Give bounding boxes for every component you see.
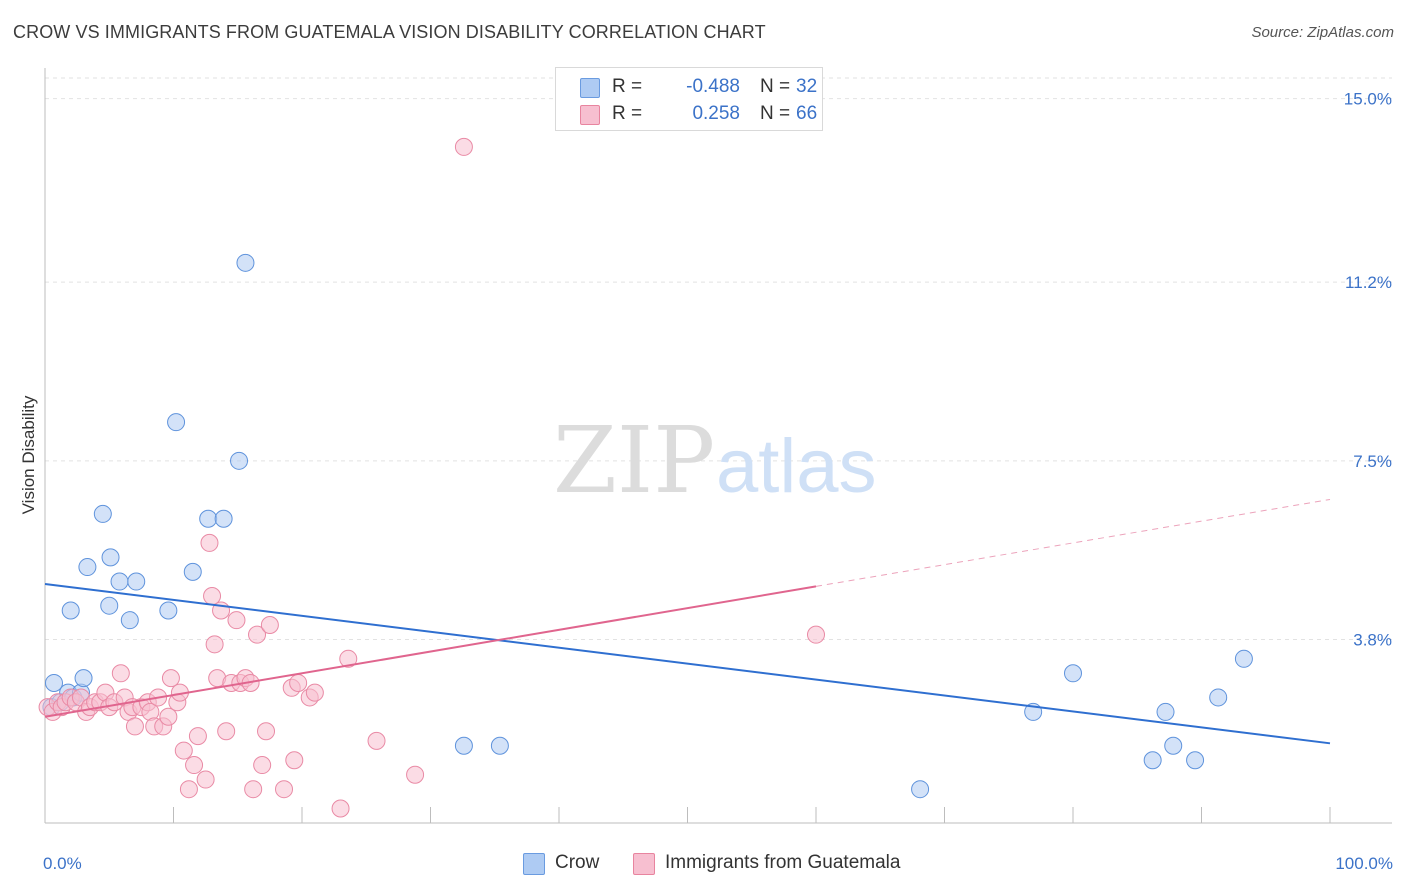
guatemala-point: [260, 616, 279, 635]
guatemala-point: [331, 799, 350, 818]
legend-n-value: 32: [796, 76, 818, 97]
crow-point: [230, 451, 249, 470]
x-tick-label: 0.0%: [43, 854, 82, 873]
gridlines: [45, 77, 1392, 640]
crow-point: [1156, 702, 1175, 721]
crow-point: [214, 509, 233, 528]
trend-lines: [44, 498, 1331, 745]
crow-point: [110, 572, 129, 591]
crow-point: [61, 601, 80, 620]
guatemala-point: [244, 780, 263, 799]
guatemala-point: [807, 625, 825, 644]
crow-point: [101, 548, 120, 567]
crow-point: [1064, 664, 1082, 683]
legend-r-value: 0.258: [692, 103, 740, 124]
crow-point: [911, 780, 930, 799]
chart-title: CROW VS IMMIGRANTS FROM GUATEMALA VISION…: [13, 22, 766, 42]
watermark-zip: ZIP: [553, 407, 715, 514]
y-tick-label: 3.8%: [1353, 630, 1392, 649]
crow-point: [1164, 736, 1183, 755]
crow-point: [74, 669, 93, 688]
crow-point: [490, 736, 509, 755]
guatemala-point: [285, 751, 304, 770]
guatemala-point: [196, 770, 215, 789]
guatemala-point: [289, 673, 308, 692]
y-tick-label: 7.5%: [1353, 452, 1392, 471]
crow-point: [44, 673, 63, 692]
guatemala-point: [203, 587, 222, 606]
crow-trend-line: [44, 582, 1331, 745]
guatemala-point: [174, 741, 193, 760]
guatemala-point: [406, 765, 425, 784]
bottom-legend-swatch-crow: [523, 853, 545, 875]
bottom-legend-label-guatemala: Immigrants from Guatemala: [665, 852, 901, 873]
guatemala-point: [125, 717, 144, 736]
source-label: Source: ZipAtlas.com: [1251, 24, 1394, 41]
crow-point: [100, 596, 119, 615]
guatemala-point: [205, 635, 224, 654]
watermark: ZIP atlas: [553, 407, 877, 514]
crow-point: [1186, 751, 1205, 770]
crow-point: [183, 562, 202, 581]
crow-point: [199, 509, 218, 528]
crow-point: [93, 504, 112, 523]
crow-point: [167, 413, 186, 432]
crow-point: [78, 558, 97, 577]
guatemala-trend-extension: [815, 498, 1331, 587]
guatemala-point: [257, 722, 276, 741]
crow-point: [236, 253, 255, 272]
bottom-legend-swatch-guatemala: [633, 853, 655, 875]
guatemala-point: [159, 707, 178, 726]
guatemala-point: [179, 780, 198, 799]
guatemala-point: [188, 727, 207, 746]
guatemala-point: [200, 533, 219, 552]
legend-n-label: N =: [760, 76, 791, 97]
tick-labels: 3.8% 7.5% 11.2% 15.0% 0.0% 100.0%: [43, 90, 1393, 873]
crow-point: [120, 611, 139, 630]
legend-swatch-guatemala: [580, 105, 600, 125]
guatemala-point: [454, 137, 473, 156]
axes: [44, 68, 1392, 824]
y-tick-label: 11.2%: [1345, 273, 1392, 292]
legend-swatch-crow: [580, 78, 600, 98]
legend-r-label: R =: [612, 76, 643, 97]
guatemala-point: [305, 683, 324, 702]
guatemala-point: [275, 780, 294, 799]
guatemala-point: [248, 625, 267, 644]
watermark-atlas: atlas: [716, 424, 877, 509]
legend-n-value: 66: [796, 103, 818, 124]
guatemala-point: [339, 649, 358, 668]
guatemala-point: [217, 722, 236, 741]
crow-point: [127, 572, 146, 591]
guatemala-point: [111, 664, 130, 683]
crow-point: [454, 736, 473, 755]
crow-point: [1234, 649, 1253, 668]
y-tick-label: 15.0%: [1344, 90, 1392, 109]
legend-n-label: N =: [760, 103, 791, 124]
bottom-legend-label-crow: Crow: [555, 852, 600, 873]
legend-r-value: -0.488: [686, 76, 740, 97]
stats-legend: R = -0.488 N = 32 R = 0.258 N = 66: [555, 67, 823, 131]
data-points: [38, 137, 1253, 818]
x-tick-label: 100.0%: [1335, 854, 1393, 873]
crow-point: [1209, 688, 1228, 707]
guatemala-point: [253, 756, 272, 775]
guatemala-point: [227, 611, 246, 630]
y-axis-label: Vision Disability: [19, 395, 38, 514]
guatemala-point: [367, 731, 386, 750]
crow-point: [1143, 751, 1162, 770]
guatemala-point: [161, 669, 180, 688]
guatemala-trend-line: [44, 585, 817, 718]
crow-point: [159, 601, 178, 620]
guatemala-point: [185, 756, 204, 775]
legend-r-label: R =: [612, 103, 643, 124]
